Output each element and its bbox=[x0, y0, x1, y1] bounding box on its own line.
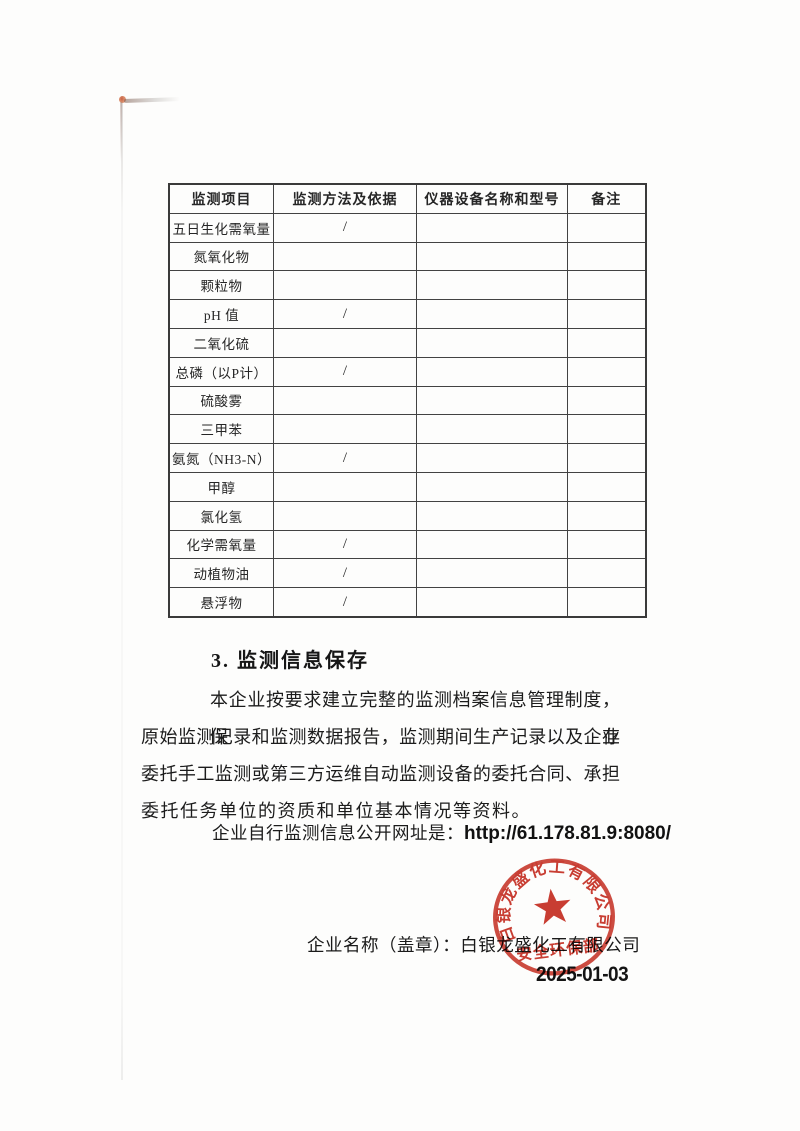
cell-method bbox=[273, 385, 417, 416]
disclosure-url-label: 企业自行监测信息公开网址是： bbox=[212, 823, 464, 843]
cell-method: / bbox=[273, 558, 417, 589]
paper-fold-line bbox=[121, 96, 123, 1080]
fold-mark-vertical-streak bbox=[120, 102, 122, 162]
table-row: 甲醇 bbox=[168, 471, 646, 502]
cell-remark bbox=[567, 270, 646, 301]
table-row: 二氧化硫 bbox=[168, 327, 646, 358]
cell-instrument bbox=[416, 241, 568, 272]
company-seal-stamp: 白银龙盛化工有限公司 安全环保部 bbox=[487, 850, 616, 976]
column-header-item: 监测项目 bbox=[168, 183, 274, 214]
paragraph-line: 本企业按要求建立完整的监测档案信息管理制度，保存 bbox=[210, 690, 620, 747]
cell-remark bbox=[567, 385, 646, 416]
cell-instrument bbox=[416, 558, 568, 589]
cell-method: / bbox=[273, 587, 417, 618]
table-row: 三甲苯 bbox=[168, 414, 646, 445]
section-heading: 3. 监测信息保存 bbox=[211, 650, 369, 672]
seal-department-text: 安全环保部 bbox=[515, 935, 600, 964]
cell-instrument bbox=[416, 529, 568, 560]
body-paragraph: 本企业按要求建立完整的监测档案信息管理制度，保存 原始监测记录和监测数据报告，监… bbox=[141, 682, 620, 830]
paragraph-line: 委托手工监测或第三方运维自动监测设备的委托合同、承担 bbox=[141, 764, 620, 784]
cell-item: 总磷（以P计） bbox=[168, 356, 274, 387]
table-row: pH 值 / bbox=[168, 299, 646, 329]
cell-method bbox=[273, 414, 417, 445]
table-row: 总磷（以P计） / bbox=[168, 356, 646, 387]
table-row: 氮氧化物 bbox=[168, 241, 646, 272]
seal-ring bbox=[493, 858, 615, 976]
cell-instrument bbox=[416, 270, 568, 301]
disclosure-url-line: 企业自行监测信息公开网址是：http://61.178.81.9:8080/ bbox=[212, 820, 671, 845]
paragraph-line: 委托任务单位的资质和单位基本情况等资料。 bbox=[141, 801, 531, 821]
cell-method bbox=[273, 327, 417, 358]
fold-mark bbox=[116, 92, 186, 162]
cell-remark bbox=[567, 299, 646, 329]
cell-remark bbox=[567, 500, 646, 531]
cell-method bbox=[273, 241, 417, 272]
cell-remark bbox=[567, 587, 646, 618]
cell-item: 悬浮物 bbox=[168, 587, 274, 618]
table-row: 悬浮物 / bbox=[168, 587, 646, 618]
table-row: 硫酸雾 bbox=[168, 385, 646, 416]
table-row: 五日生化需氧量 / bbox=[168, 212, 646, 243]
cell-remark bbox=[567, 212, 646, 243]
cell-item: 氨氮（NH3-N） bbox=[168, 443, 274, 473]
fold-mark-horizontal-streak bbox=[123, 97, 181, 103]
cell-item: 二氧化硫 bbox=[168, 327, 274, 358]
cell-remark bbox=[567, 241, 646, 272]
cell-item: 硫酸雾 bbox=[168, 385, 274, 416]
cell-remark bbox=[567, 558, 646, 589]
company-label: 企业名称（盖章）： bbox=[307, 935, 461, 955]
cell-method bbox=[273, 500, 417, 531]
column-header-method: 监测方法及依据 bbox=[273, 183, 417, 214]
cell-remark bbox=[567, 356, 646, 387]
cell-item: 动植物油 bbox=[168, 558, 274, 589]
cell-item: 氯化氢 bbox=[168, 500, 274, 531]
cell-method: / bbox=[273, 529, 417, 560]
table-row: 化学需氧量 / bbox=[168, 529, 646, 560]
fold-mark-dot bbox=[119, 96, 126, 103]
cell-item: 三甲苯 bbox=[168, 414, 274, 445]
monitoring-items-table: 监测项目 监测方法及依据 仪器设备名称和型号 备注 五日生化需氧量 / 氮氧化物… bbox=[168, 183, 647, 618]
cell-method: / bbox=[273, 212, 417, 243]
cell-item: 五日生化需氧量 bbox=[168, 212, 274, 243]
cell-method bbox=[273, 270, 417, 301]
cell-instrument bbox=[416, 356, 568, 387]
table-row: 氯化氢 bbox=[168, 500, 646, 531]
cell-instrument bbox=[416, 299, 568, 329]
paragraph-line: 原始监测记录和监测数据报告，监测期间生产记录以及企业 bbox=[141, 727, 620, 747]
cell-instrument bbox=[416, 500, 568, 531]
table-row: 颗粒物 bbox=[168, 270, 646, 301]
cell-remark bbox=[567, 471, 646, 502]
cell-method bbox=[273, 471, 417, 502]
cell-item: 氮氧化物 bbox=[168, 241, 274, 272]
cell-method: / bbox=[273, 299, 417, 329]
column-header-remark: 备注 bbox=[567, 183, 646, 214]
cell-instrument bbox=[416, 327, 568, 358]
cell-remark bbox=[567, 529, 646, 560]
cell-remark bbox=[567, 443, 646, 473]
cell-item: pH 值 bbox=[168, 299, 274, 329]
column-header-instrument: 仪器设备名称和型号 bbox=[416, 183, 568, 214]
table-header-row: 监测项目 监测方法及依据 仪器设备名称和型号 备注 bbox=[168, 183, 646, 214]
cell-method: / bbox=[273, 443, 417, 473]
signature-date: 2025-01-03 bbox=[536, 963, 629, 987]
cell-instrument bbox=[416, 587, 568, 618]
cell-instrument bbox=[416, 212, 568, 243]
cell-instrument bbox=[416, 414, 568, 445]
cell-instrument bbox=[416, 471, 568, 502]
table-row: 动植物油 / bbox=[168, 558, 646, 589]
table-row: 氨氮（NH3-N） / bbox=[168, 443, 646, 473]
cell-instrument bbox=[416, 443, 568, 473]
disclosure-url: http://61.178.81.9:8080/ bbox=[464, 823, 671, 844]
cell-remark bbox=[567, 414, 646, 445]
cell-item: 颗粒物 bbox=[168, 270, 274, 301]
cell-item: 化学需氧量 bbox=[168, 529, 274, 560]
cell-item: 甲醇 bbox=[168, 471, 274, 502]
cell-method: / bbox=[273, 356, 417, 387]
cell-instrument bbox=[416, 385, 568, 416]
seal-star-icon bbox=[533, 888, 571, 925]
cell-remark bbox=[567, 327, 646, 358]
